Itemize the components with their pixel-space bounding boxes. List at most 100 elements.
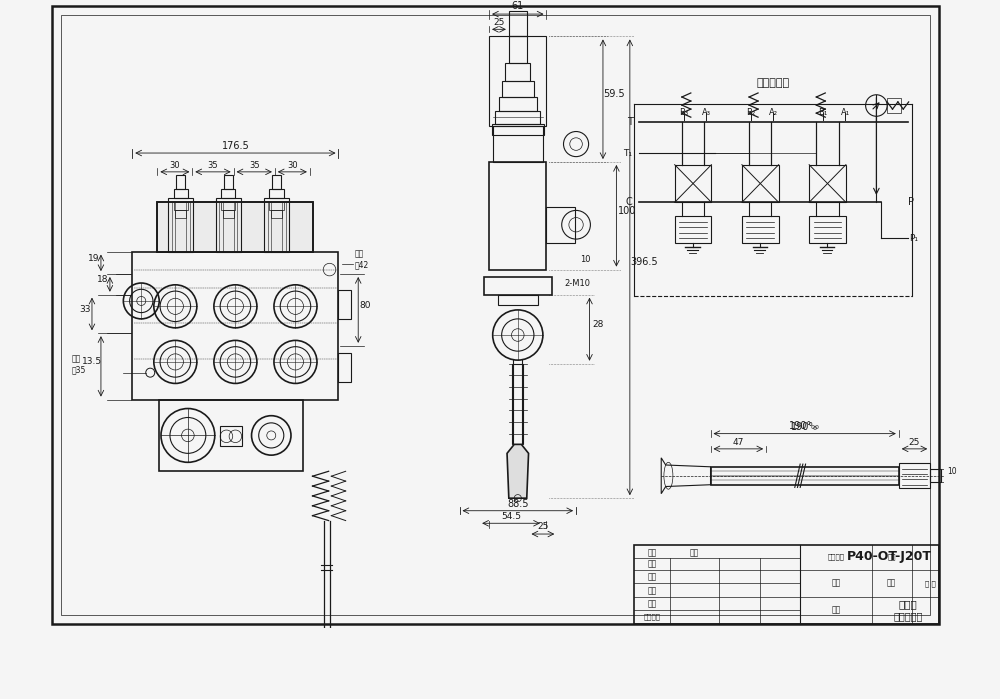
Text: 25: 25 [493,17,505,27]
Bar [899,463,930,489]
Bar [742,165,779,202]
Text: A₁: A₁ [840,108,850,117]
Bar [502,81,534,97]
Text: P₁: P₁ [910,233,919,243]
Bar [272,175,281,189]
Bar [495,111,540,124]
Bar [509,36,527,64]
Text: 190°₀₀: 190°₀₀ [789,421,820,431]
Text: A₂: A₂ [769,108,778,117]
Text: 材料: 材料 [831,606,841,614]
Text: B₁: B₁ [818,108,827,117]
Text: 35: 35 [208,161,218,170]
Bar [338,353,351,382]
Text: 图纸编号: 图纸编号 [828,553,845,560]
Bar [509,11,527,36]
Text: 校对: 校对 [648,586,657,595]
Text: 30: 30 [287,161,298,170]
Text: 18: 18 [97,275,108,284]
Bar [887,99,901,113]
Bar [157,202,313,252]
Text: 80: 80 [360,301,371,310]
Text: T₁: T₁ [624,148,633,157]
Text: 47: 47 [733,438,744,447]
Text: 25: 25 [909,438,920,447]
Text: 面孔
高42: 面孔 高42 [355,250,369,270]
Text: B₂: B₂ [746,108,755,117]
Text: 19: 19 [88,254,100,263]
Bar [176,175,185,189]
Bar [221,189,235,198]
Bar [675,216,711,243]
Bar [930,470,941,482]
Text: 液压原理图: 液压原理图 [757,78,790,87]
Bar [271,210,282,219]
Text: B₃: B₃ [679,108,688,117]
Text: C: C [626,197,633,208]
Bar [221,202,235,210]
Text: 日期: 日期 [690,548,699,557]
Bar [174,202,188,210]
Bar [338,290,351,319]
Text: 25: 25 [537,522,549,531]
Text: 面孔
高35: 面孔 高35 [71,354,86,375]
Bar [809,165,846,202]
Text: 工艺审查: 工艺审查 [644,613,661,620]
Text: 59.5: 59.5 [603,89,625,99]
Text: 设计: 设计 [648,559,657,568]
Bar [711,467,899,484]
Bar [264,198,289,252]
Text: 176.5: 176.5 [222,141,249,151]
Bar [159,400,303,471]
Text: 61: 61 [512,1,524,11]
Polygon shape [507,445,529,498]
Bar [175,210,186,219]
Text: 10: 10 [947,467,956,476]
Bar [499,97,537,111]
Bar [512,363,523,445]
Text: 版本: 版本 [887,553,896,560]
Bar [505,64,530,81]
Bar [216,198,241,252]
Text: 30: 30 [170,161,180,170]
Text: 重量: 重量 [887,579,896,588]
Text: 多路阀: 多路阀 [898,599,917,609]
Bar [168,198,193,252]
Text: 2-M10: 2-M10 [564,279,590,288]
Bar [174,189,188,198]
Text: A₃: A₃ [702,108,711,117]
Bar [492,124,544,135]
Text: 190°₀: 190°₀ [791,421,818,432]
Bar [132,252,338,400]
Bar [489,162,546,270]
Bar [224,175,233,189]
Bar [269,202,284,210]
Bar [220,426,242,446]
Bar [157,202,313,252]
Bar [223,210,234,219]
Text: T: T [627,117,633,127]
Text: 88.5: 88.5 [507,499,529,509]
Bar [742,216,779,243]
Text: 35: 35 [249,161,260,170]
Bar [484,277,552,295]
Text: 共 页: 共 页 [925,580,936,586]
Polygon shape [315,646,338,699]
Text: 审核: 审核 [648,600,657,608]
Text: P: P [908,197,914,208]
Bar [493,126,543,162]
Bar [546,207,575,243]
Text: 396.5: 396.5 [630,257,658,267]
Bar [675,165,711,202]
Text: 10: 10 [581,255,591,264]
Text: 外形尺寸图: 外形尺寸图 [893,612,922,621]
Text: 33: 33 [79,305,91,314]
Bar [809,216,846,243]
Text: 签名: 签名 [648,548,657,557]
Text: 制图: 制图 [648,572,657,582]
Bar [489,36,546,126]
Text: 13.5: 13.5 [82,357,102,366]
Bar [498,295,538,305]
Text: P40-OT-J20T: P40-OT-J20T [847,550,932,563]
Text: 28: 28 [593,320,604,329]
